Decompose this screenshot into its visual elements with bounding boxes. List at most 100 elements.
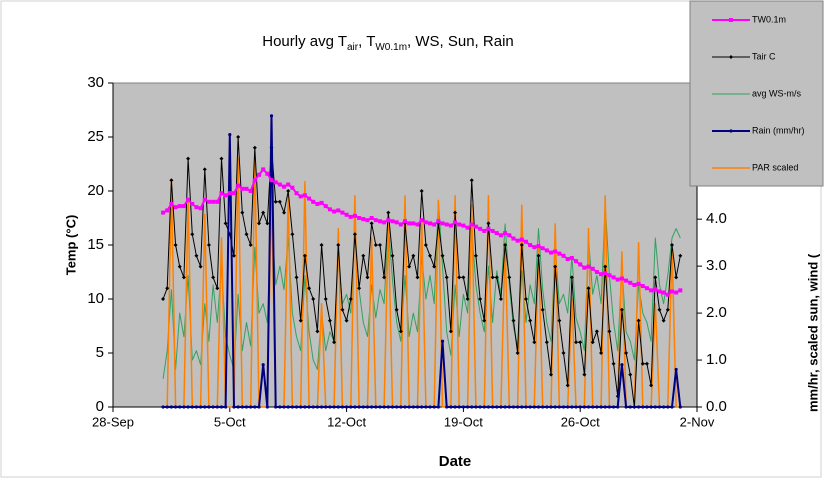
data-point — [215, 199, 220, 204]
data-point — [595, 405, 599, 409]
data-point — [206, 199, 211, 204]
y-tick-label: 10 — [87, 290, 104, 307]
data-point — [619, 307, 624, 312]
data-point — [390, 253, 395, 258]
data-point — [332, 405, 336, 409]
data-point — [336, 405, 340, 409]
data-point — [173, 405, 178, 409]
data-point — [327, 207, 332, 212]
data-point — [469, 222, 474, 227]
data-point — [298, 194, 303, 199]
data-point — [173, 205, 178, 210]
data-point — [636, 318, 641, 323]
data-point — [473, 253, 478, 258]
data-point — [373, 243, 378, 247]
data-point — [599, 405, 603, 409]
data-point — [544, 340, 549, 345]
data-point — [457, 222, 462, 227]
data-point — [503, 243, 508, 247]
data-point — [332, 209, 337, 214]
data-point — [665, 307, 670, 312]
data-point — [569, 255, 574, 260]
y2-axis-title: mm/hr, scaled sun, wind ( — [805, 253, 820, 412]
data-point — [670, 405, 674, 409]
data-point — [286, 182, 291, 187]
data-point — [661, 318, 666, 323]
data-point — [290, 232, 295, 237]
data-point — [253, 405, 257, 409]
data-point — [398, 222, 403, 227]
data-point — [261, 210, 266, 215]
data-point — [491, 405, 495, 409]
data-point — [607, 405, 612, 409]
data-point — [653, 287, 658, 292]
data-point — [632, 282, 637, 287]
data-point — [357, 216, 362, 220]
data-point — [428, 405, 432, 409]
data-point — [299, 405, 303, 409]
data-point — [641, 405, 645, 409]
data-point — [227, 191, 232, 196]
data-point — [303, 405, 307, 409]
data-point — [448, 329, 453, 334]
x-axis-title: Date — [439, 453, 472, 470]
data-point — [194, 253, 199, 258]
data-point — [294, 275, 299, 280]
data-point — [348, 297, 353, 301]
data-point — [361, 253, 366, 258]
data-point — [382, 275, 387, 280]
data-point — [620, 363, 624, 367]
data-point — [228, 133, 232, 137]
data-point — [465, 405, 470, 409]
data-point — [374, 405, 378, 409]
data-point — [536, 244, 541, 249]
data-point — [624, 278, 629, 283]
data-point — [640, 361, 645, 366]
data-point — [495, 405, 499, 409]
data-point — [252, 178, 257, 183]
data-point — [302, 193, 307, 198]
data-point — [382, 220, 387, 225]
data-point — [352, 213, 357, 218]
data-point — [248, 189, 253, 193]
data-point — [503, 231, 508, 236]
data-point — [490, 275, 495, 280]
y-tick-label: 5 — [96, 344, 104, 361]
data-point — [436, 405, 440, 409]
data-point — [653, 405, 657, 409]
series-line — [162, 199, 681, 379]
data-point — [611, 361, 616, 366]
data-point — [290, 185, 295, 190]
y-tick-label: 0 — [96, 398, 104, 415]
data-point — [353, 405, 357, 409]
data-point — [503, 405, 507, 409]
data-point — [607, 329, 612, 334]
data-point — [524, 405, 528, 409]
data-point — [678, 288, 683, 293]
legend-label: avg WS-m/s — [752, 88, 802, 98]
data-point — [190, 405, 194, 409]
y-tick-label: 20 — [87, 182, 104, 199]
data-point — [586, 405, 591, 409]
x-tick-label: 5-Oct — [214, 414, 246, 429]
data-point — [578, 262, 583, 267]
data-point — [161, 210, 166, 215]
data-point — [315, 201, 320, 206]
data-point — [603, 405, 607, 409]
data-point — [348, 214, 353, 219]
title-text: , T — [358, 33, 375, 50]
data-point — [428, 221, 433, 226]
data-point — [373, 218, 378, 223]
data-point — [578, 340, 583, 345]
data-point — [457, 405, 461, 409]
data-point — [249, 405, 253, 409]
data-point — [574, 259, 579, 264]
data-point — [644, 361, 649, 366]
data-point — [181, 204, 186, 209]
data-point — [461, 275, 466, 280]
legend-label: TW0.1m — [752, 14, 786, 24]
data-point — [461, 223, 466, 228]
data-point — [277, 182, 282, 187]
